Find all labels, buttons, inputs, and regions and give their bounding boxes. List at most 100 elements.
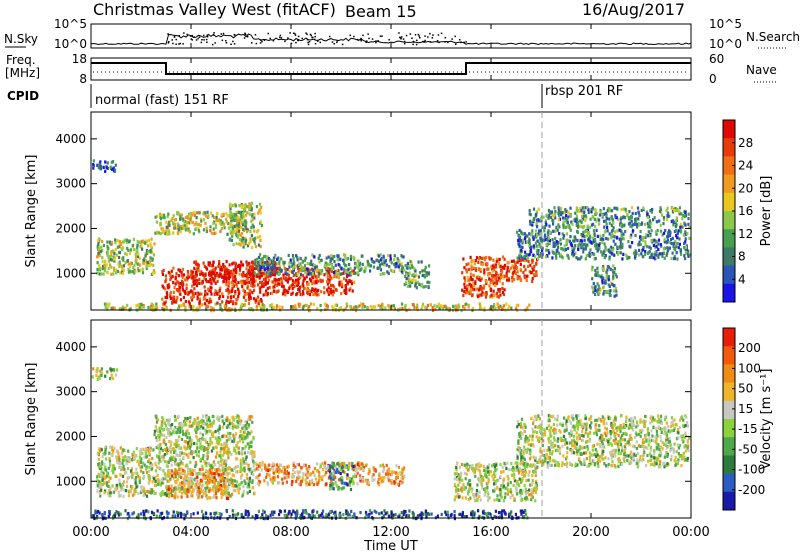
- echo-cell: [325, 264, 328, 268]
- echo-cell: [668, 240, 671, 244]
- echo-cell: [470, 283, 473, 287]
- echo-cell: [518, 239, 521, 243]
- echo-cell: [245, 267, 248, 271]
- echo-cell: [688, 236, 691, 240]
- echo-cell: [136, 239, 139, 243]
- echo-cell: [547, 236, 550, 240]
- echo-cell: [204, 302, 207, 306]
- echo-cell: [338, 283, 341, 287]
- echo-cell: [655, 250, 658, 254]
- echo-cell: [617, 217, 620, 222]
- echo-cell: [247, 450, 250, 455]
- echo-cell: [250, 233, 253, 238]
- echo-cell: [677, 210, 680, 214]
- echo-cell: [280, 284, 284, 288]
- echo-cell: [177, 487, 180, 491]
- echo-cell: [251, 201, 254, 205]
- echo-cell: [247, 446, 250, 450]
- echo-cell: [602, 292, 605, 296]
- echo-cell: [507, 278, 511, 282]
- echo-cell: [215, 511, 218, 515]
- echo-cell: [549, 211, 552, 215]
- echo-cell: [214, 463, 217, 467]
- echo-cell: [193, 287, 196, 291]
- echo-cell: [96, 267, 99, 271]
- echo-cell: [261, 268, 264, 273]
- echo-cell: [353, 305, 356, 309]
- echo-cell: [609, 267, 612, 271]
- echo-cell: [383, 263, 386, 267]
- echo-cell: [373, 260, 376, 264]
- echo-cell: [107, 479, 111, 483]
- echo-cell: [343, 289, 346, 293]
- echo-cell: [188, 446, 192, 450]
- echo-cell: [453, 514, 456, 518]
- echo-cell: [331, 293, 334, 297]
- echo-cell: [516, 256, 519, 260]
- echo-cell: [501, 286, 504, 291]
- echo-cell: [116, 245, 119, 249]
- echo-cell: [242, 245, 245, 249]
- echo-cell: [594, 269, 597, 273]
- nsearch-dot: [307, 41, 309, 44]
- echo-cell: [665, 217, 669, 222]
- echo-cell: [338, 306, 341, 311]
- echo-cell: [174, 449, 177, 453]
- echo-cell: [202, 515, 205, 519]
- echo-cell: [321, 509, 325, 513]
- echo-cell: [297, 262, 301, 266]
- echo-cell: [282, 273, 285, 277]
- echo-cell: [493, 268, 496, 272]
- echo-cell: [330, 254, 333, 258]
- echo-cell: [100, 488, 103, 492]
- echo-cell: [166, 464, 169, 468]
- echo-cell: [254, 279, 257, 283]
- echo-cell: [363, 270, 366, 274]
- echo-cell: [165, 291, 168, 295]
- echo-cell: [147, 510, 150, 514]
- echo-cell: [372, 305, 375, 309]
- echo-cell: [467, 267, 471, 271]
- echo-cell: [469, 277, 472, 281]
- echo-cell: [106, 250, 109, 254]
- echo-cell: [621, 257, 624, 261]
- echo-cell: [351, 307, 354, 311]
- echo-cell: [454, 305, 457, 309]
- echo-cell: [92, 163, 95, 167]
- echo-cell: [132, 450, 136, 454]
- echo-cell: [257, 272, 260, 276]
- echo-cell: [516, 265, 519, 270]
- echo-cell: [116, 239, 119, 243]
- echo-cell: [206, 450, 209, 454]
- echo-cell: [227, 291, 230, 295]
- echo-cell: [297, 302, 300, 306]
- echo-cell: [138, 269, 142, 273]
- echo-cell: [191, 292, 194, 296]
- echo-cell: [292, 262, 295, 266]
- echo-cell: [157, 446, 160, 450]
- echo-cell: [500, 513, 503, 517]
- echo-cell: [230, 221, 233, 225]
- echo-cell: [525, 278, 528, 283]
- echo-cell: [232, 268, 235, 272]
- echo-cell: [612, 239, 615, 243]
- echo-cell: [316, 510, 319, 514]
- echo-cell: [321, 515, 325, 519]
- echo-cell: [638, 240, 641, 244]
- echo-cell: [326, 275, 329, 279]
- echo-cell: [595, 211, 598, 216]
- echo-cell: [251, 223, 254, 227]
- echo-cell: [463, 276, 466, 280]
- echo-cell: [247, 205, 250, 209]
- echo-cell: [144, 509, 148, 513]
- echo-cell: [98, 249, 101, 253]
- echo-cell: [136, 459, 139, 464]
- echo-cell: [287, 277, 290, 281]
- echo-cell: [218, 512, 221, 516]
- echo-cell: [562, 248, 565, 252]
- echo-cell: [220, 265, 223, 269]
- echo-cell: [133, 271, 136, 275]
- echo-cell: [183, 220, 186, 224]
- nsearch-dot: [193, 36, 195, 38]
- echo-cell: [547, 229, 550, 233]
